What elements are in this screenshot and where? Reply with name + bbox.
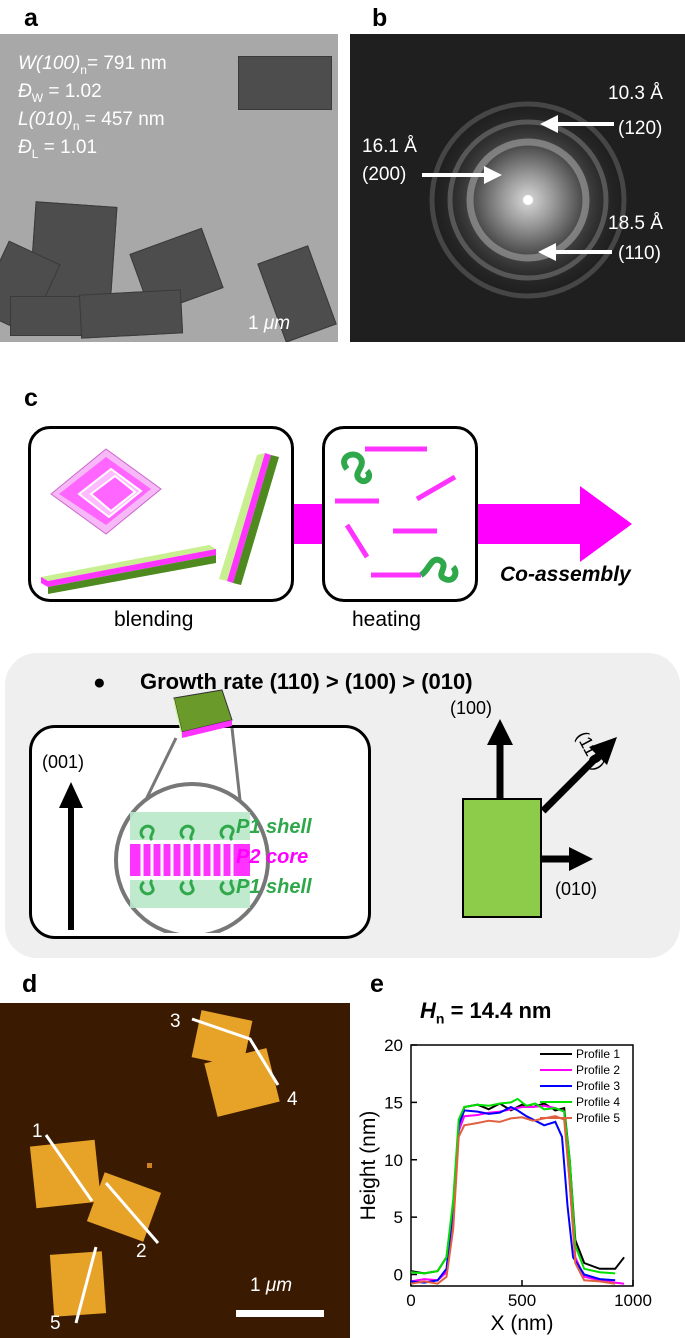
panel-label-b: b (372, 4, 388, 32)
axis-001-label: (001) (42, 752, 85, 772)
afm-scale-label: 1 μm (250, 1275, 292, 1297)
core-shell-illustration (114, 689, 270, 933)
legend-label-5: Profile 5 (576, 1111, 620, 1125)
legend-label-4: Profile 4 (576, 1095, 620, 1109)
coassembly-label: Co-assembly (500, 563, 631, 586)
x-tick-label: 500 (508, 1291, 536, 1310)
dw-sub: W (31, 90, 44, 105)
blending-illustration (41, 448, 279, 594)
y-tick-label: 15 (384, 1093, 403, 1112)
panel-label-d: d (22, 970, 38, 998)
scale-unit: μm (263, 313, 291, 334)
center-spot (523, 195, 533, 205)
afm-image: 1 2 3 4 5 1 μm (0, 1003, 350, 1338)
y-axis-label: Height (nm) (357, 1111, 380, 1221)
profile-label-4: 4 (287, 1089, 298, 1110)
platelet (238, 56, 332, 110)
afm-scale-bar (236, 1310, 324, 1317)
arrow-3 (538, 243, 612, 261)
dw-value: = 1.02 (43, 81, 102, 102)
profile-label-3: 3 (170, 1011, 181, 1032)
profile-lines (44, 1017, 280, 1324)
legend-label-2: Profile 2 (576, 1063, 620, 1077)
ring-inner (466, 138, 590, 262)
p2-core-label: P2 core (236, 846, 309, 868)
y-tick-label: 0 (394, 1266, 403, 1285)
ring-middle (447, 119, 609, 281)
heating-box (322, 426, 478, 602)
dw-label: Đ (18, 81, 32, 102)
x-tick-label: 1000 (614, 1291, 652, 1310)
growth-rate-text: Growth rate (110) > (100) > (010) (140, 669, 473, 694)
height-profile-chart: 0 5 10 15 20 0 500 1000 X (nm) Height (nm) Profile… (357, 1036, 652, 1335)
scale-num: 1 (248, 313, 264, 334)
hkl-2: (200) (362, 164, 407, 185)
width-dispersity: ĐW = 1.02 (18, 82, 102, 104)
series-line-1 (410, 1102, 625, 1275)
y-tick-label: 10 (384, 1151, 403, 1170)
l-sub: n (72, 118, 80, 133)
panel-label-a: a (24, 4, 38, 32)
profile-label-5: 5 (50, 1313, 61, 1334)
chart-title-value: = 14.4 nm (444, 998, 552, 1023)
afm-scale-num: 1 (250, 1275, 266, 1296)
fft-image: 10.3 Å (120) 16.1 Å (200) 18.5 Å (110) (350, 34, 685, 342)
w-label: W(100) (18, 53, 81, 74)
blending-caption: blending (114, 608, 194, 631)
legend-label-1: Profile 1 (576, 1047, 620, 1061)
x-tick-label: 0 (406, 1291, 415, 1310)
heating-illustration (335, 446, 459, 583)
blending-box (28, 426, 294, 602)
heating-caption: heating (352, 608, 421, 631)
l-label: L(010) (18, 109, 73, 130)
dl-label: Đ (18, 137, 32, 158)
p1-shell-top-label: P1 shell (236, 816, 312, 838)
series-line-5 (410, 1115, 616, 1285)
diffraction-rings (428, 100, 628, 300)
p1-shell-bottom-label: P1 shell (236, 876, 312, 898)
series-line-2 (410, 1104, 625, 1285)
tem-image: W(100)n= 791 nm ĐW = 1.02 L(010)n = 457 … (0, 34, 338, 342)
hkl-1: (120) (618, 118, 663, 139)
legend-label-3: Profile 3 (576, 1079, 620, 1093)
panel-label-e: e (370, 970, 384, 998)
growth-direction-diagram (462, 719, 617, 918)
chart-title-h: H (420, 998, 436, 1023)
dir-010-label: (010) (555, 879, 598, 899)
platelet (78, 289, 184, 339)
width-stat: W(100)n= 791 nm (18, 54, 167, 76)
scale-bar-label: 1 μm (248, 314, 290, 333)
l-value: = 457 nm (79, 109, 165, 130)
growth-bullet: ● (93, 671, 106, 694)
chart-title-sub: n (435, 1010, 445, 1027)
series-line-4 (410, 1097, 616, 1275)
d-spacing-1: 10.3 Å (608, 83, 663, 104)
w-value: = 791 nm (86, 53, 167, 74)
y-tick-label: 5 (394, 1208, 403, 1227)
profile-label-1: 1 (32, 1121, 43, 1142)
structure-box: (001) (29, 689, 371, 939)
arrow-2 (422, 166, 502, 184)
platelet (10, 296, 87, 336)
axis-001-arrow (59, 782, 83, 930)
growth-panel: ● Growth rate (110) > (100) > (010) (001… (5, 653, 680, 958)
ring-outer (429, 101, 627, 299)
d-spacing-3: 18.5 Å (608, 213, 663, 234)
w-sub: n (80, 62, 87, 77)
dir-100-label: (100) (450, 698, 493, 718)
dl-value: = 1.01 (38, 137, 98, 158)
series-line-3 (410, 1105, 616, 1284)
length-dispersity: ĐL = 1.01 (18, 138, 97, 160)
x-axis-label: X (nm) (491, 1312, 554, 1335)
y-tick-label: 20 (384, 1036, 403, 1055)
afm-scale-unit: μm (265, 1275, 293, 1296)
dl-sub: L (31, 146, 39, 161)
d-spacing-2: 16.1 Å (362, 136, 417, 157)
hkl-3: (110) (618, 243, 661, 264)
arrow-1 (540, 115, 614, 133)
chart-title: Hn = 14.4 nm (420, 998, 551, 1026)
profile-label-2: 2 (136, 1241, 147, 1262)
panel-label-c: c (24, 384, 38, 412)
length-stat: L(010)n = 457 nm (18, 110, 165, 132)
